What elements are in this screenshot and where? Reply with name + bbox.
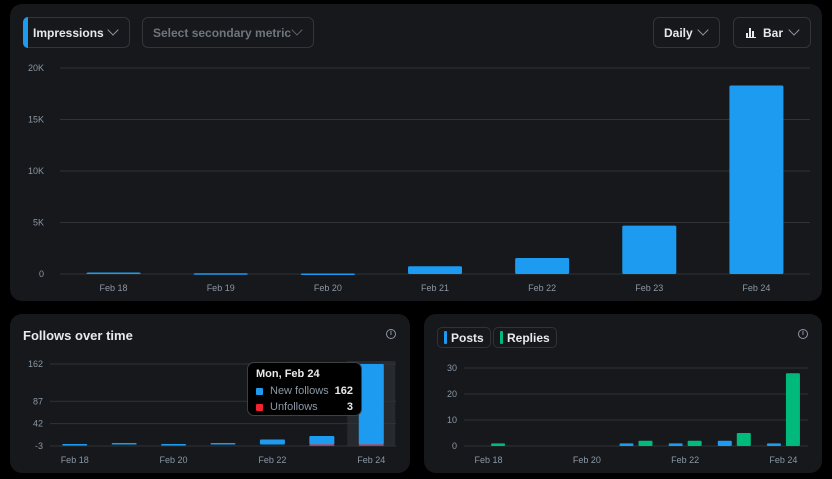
x-tick-label: Feb 22: [528, 283, 556, 293]
x-tick-label: Feb 24: [357, 455, 385, 465]
x-tick-label: Feb 18: [475, 455, 503, 465]
y-tick-label: -3: [35, 441, 43, 451]
posts-bar: [766, 443, 781, 446]
impressions-bar: [408, 266, 462, 274]
posts-color-marker: [444, 331, 447, 344]
tooltip-date: Mon, Feb 24: [256, 368, 320, 380]
y-tick-label: 0: [452, 441, 457, 451]
impressions-bar: [622, 225, 677, 274]
unfollows-bar: [309, 444, 335, 447]
replies-bar: [491, 443, 506, 446]
secondary-metric-placeholder: Select secondary metric: [153, 25, 292, 40]
chart-tooltip: Mon, Feb 24 New follows 162 Unfollows 3: [247, 362, 362, 416]
replies-bar: [687, 440, 702, 446]
y-tick-label: 10: [447, 415, 457, 425]
y-tick-label: 162: [28, 359, 43, 369]
replies-legend-label: Replies: [507, 330, 550, 345]
x-tick-label: Feb 22: [258, 455, 286, 465]
replies-legend-toggle[interactable]: Replies: [493, 327, 557, 348]
posts-bar: [717, 440, 732, 446]
y-tick-label: 20: [447, 389, 457, 399]
y-tick-label: 10K: [28, 166, 44, 176]
period-label: Daily: [664, 25, 693, 40]
x-tick-label: Feb 21: [421, 283, 449, 293]
x-tick-label: Feb 20: [314, 283, 342, 293]
y-tick-label: 87: [33, 396, 43, 406]
chart-type-label: Bar: [763, 25, 784, 40]
replies-bar: [736, 433, 751, 446]
follows-panel: Follows over time i -3 42 87 162 Feb 18 Feb 2…: [10, 314, 410, 473]
follows-bar-chart: -3 42 87 162 Feb 18 Feb 20 Feb 22 Feb 24: [28, 359, 396, 465]
new-follows-bar: [309, 436, 335, 445]
x-tick-label: Feb 20: [573, 455, 601, 465]
posts-bar: [619, 443, 634, 446]
tooltip-label: Unfollows: [270, 401, 318, 413]
impressions-bar: [86, 272, 141, 274]
x-tick-label: Feb 24: [742, 283, 770, 293]
new-follows-bar: [259, 439, 285, 445]
x-tick-label: Feb 18: [61, 455, 89, 465]
y-tick-label: 5K: [33, 218, 44, 228]
y-tick-label: 30: [447, 363, 457, 373]
follows-title: Follows over time: [23, 328, 133, 343]
period-dropdown[interactable]: Daily: [653, 17, 720, 48]
bar-chart-icon: [746, 28, 756, 38]
posts-legend-toggle[interactable]: Posts: [437, 327, 491, 348]
x-tick-label: Feb 23: [635, 283, 663, 293]
impressions-panel: Impressions Select secondary metric Dail…: [10, 4, 822, 301]
secondary-metric-dropdown[interactable]: Select secondary metric: [142, 17, 314, 48]
posts-legend-label: Posts: [451, 330, 484, 345]
metric-color-marker: [23, 17, 28, 48]
impressions-bar: [300, 273, 355, 275]
y-tick-label: 42: [33, 419, 43, 429]
tooltip-label: New follows: [270, 385, 329, 397]
new-follows-bar: [62, 444, 88, 446]
primary-metric-label: Impressions: [33, 25, 104, 40]
x-tick-label: Feb 19: [207, 283, 235, 293]
x-tick-label: Feb 20: [160, 455, 188, 465]
impressions-bar: [515, 258, 570, 274]
new-follows-bar: [111, 443, 137, 445]
x-tick-label: Feb 24: [769, 455, 797, 465]
new-follows-bar: [161, 444, 187, 446]
impressions-bar-chart: 0 5K 10K 15K 20K Feb 18 Feb 19 Feb 20 Feb 21 Feb …: [28, 63, 810, 293]
tooltip-row-new-follows: New follows 162: [256, 383, 353, 399]
new-follows-swatch: [256, 387, 263, 395]
y-tick-label: 20K: [28, 63, 44, 73]
unfollows-swatch: [256, 403, 263, 411]
tooltip-value: 3: [346, 401, 353, 413]
tooltip-value: 162: [334, 385, 353, 397]
replies-bar: [638, 440, 653, 446]
new-follows-bar: [210, 443, 236, 445]
posts-replies-panel: Posts Replies i 0 10 20 30 Feb 18 Feb 20 Feb 2…: [424, 314, 822, 473]
info-icon[interactable]: i: [386, 329, 396, 339]
impressions-bar: [193, 273, 248, 275]
primary-metric-dropdown[interactable]: Impressions: [23, 17, 130, 48]
posts-bar: [668, 443, 683, 446]
impressions-bar: [729, 85, 784, 274]
tooltip-row-unfollows: Unfollows 3: [256, 399, 353, 415]
replies-color-marker: [500, 331, 503, 344]
info-icon[interactable]: i: [798, 329, 808, 339]
replies-bar: [785, 373, 800, 446]
posts-replies-bar-chart: 0 10 20 30 Feb 18 Feb 20 Feb 22 Feb 24: [447, 363, 808, 465]
chart-type-dropdown[interactable]: Bar: [733, 17, 811, 48]
new-follows-bar: [358, 364, 384, 445]
y-tick-label: 15K: [28, 115, 44, 125]
unfollows-bar: [358, 444, 384, 447]
x-tick-label: Feb 22: [671, 455, 699, 465]
y-tick-label: 0: [39, 269, 44, 279]
x-tick-label: Feb 18: [100, 283, 128, 293]
